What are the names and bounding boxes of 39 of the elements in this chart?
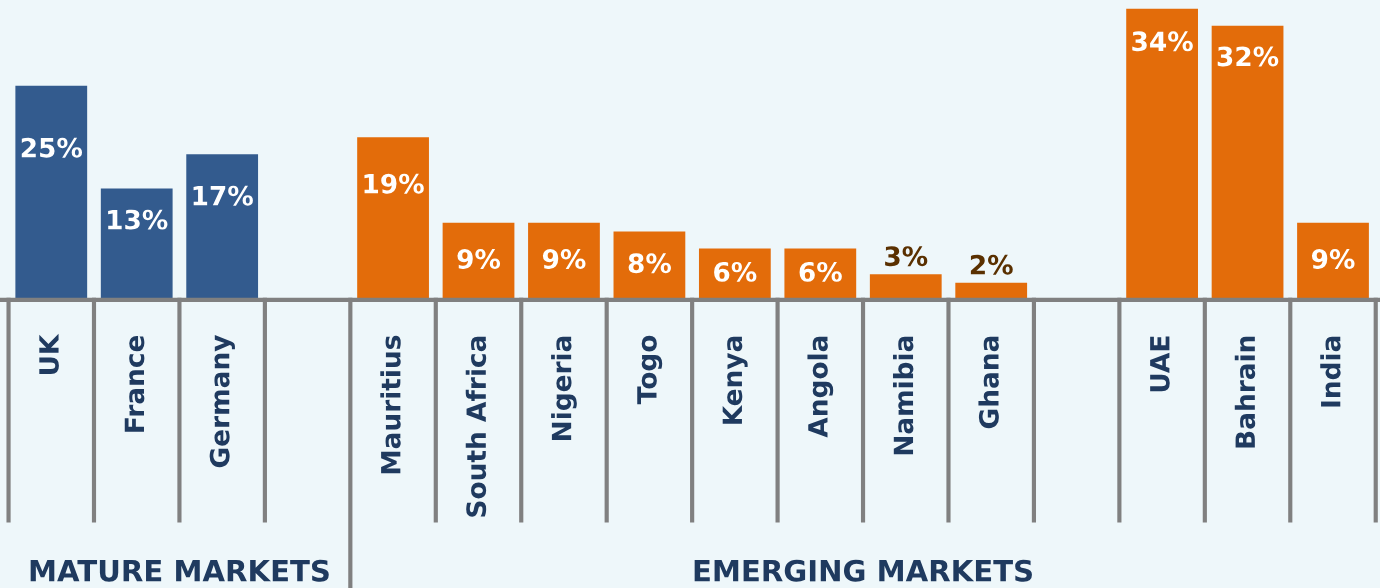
data-label: 2% [970,254,1013,275]
data-label: 9% [542,249,586,269]
x-tick-label: Nigeria [551,336,577,440]
text: MATURE MARKETS [30,559,329,582]
bar [100,188,173,300]
bar [1126,8,1198,300]
bar [357,137,429,300]
data-label: 8% [628,253,671,274]
x-tick-label: Bahrain [1234,336,1256,448]
x-tick-label: Togo [637,335,663,405]
data-label: 17% [193,185,253,206]
x-tick-label: France [124,335,145,432]
data-label: 6% [714,261,757,282]
x-tick-label: India [1320,336,1341,407]
x-tick-label: Ghana [978,336,999,429]
x-tick-label: Mauritius [380,335,401,474]
x-tick-label: South Africa [465,336,487,517]
x-tick-label: Kenya [722,336,748,424]
data-label: 13% [108,209,168,230]
x-tick-label: Germany [209,335,235,468]
x-tick-label: UK [39,333,59,375]
data-label: 3% [885,246,928,267]
bar [1297,222,1369,300]
bar [528,222,600,300]
bar [1211,25,1284,300]
data-label: 9% [1311,249,1355,269]
data-label: 25% [21,137,83,158]
bar [186,154,259,300]
data-label: 19% [364,173,424,194]
x-tick-label: Angola [807,336,834,438]
bar [869,274,942,300]
text: EMERGING MARKETS [694,559,1032,582]
data-label: 6% [799,261,842,282]
x-tick-label: UAE [1150,336,1170,392]
data-label: 34% [1132,31,1193,52]
x-tick-label: Namibia [892,336,914,455]
data-label: 32% [1217,46,1279,67]
bar [15,85,88,300]
data-label: 9% [457,249,501,269]
